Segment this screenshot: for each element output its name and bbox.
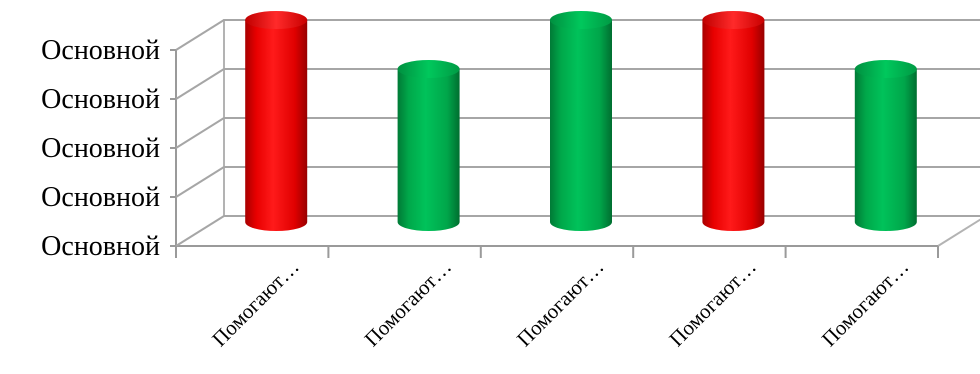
bar-body: [854, 69, 917, 231]
side-gridline: [175, 117, 225, 149]
y-axis-tick-labels: Основной Основной Основной Основной Основной: [41, 35, 160, 262]
x-tick-label: Помогают…: [664, 255, 761, 352]
bar: [245, 11, 308, 232]
bar-body: [397, 69, 460, 231]
x-tick-label: Помогают…: [512, 255, 609, 352]
x-axis-tick-labels: Помогают… Помогают… Помогают… Помогают… Помо…: [207, 255, 913, 352]
bar-top: [245, 11, 308, 29]
y-tick-label: Основной: [41, 35, 160, 66]
bar-top: [854, 60, 917, 78]
bar-body: [702, 20, 765, 231]
x-tick-label: Помогают…: [207, 255, 304, 352]
bar: [854, 60, 917, 231]
side-gridline: [175, 19, 225, 51]
x-tick-label: Помогают…: [817, 255, 914, 352]
y-tick-label: Основной: [41, 182, 160, 213]
y-tick-label: Основной: [41, 84, 160, 115]
floor-right-edge: [937, 218, 980, 247]
y-tick-label: Основной: [41, 231, 160, 262]
bars: [245, 11, 917, 232]
bar-top: [550, 11, 612, 29]
side-gridline: [175, 215, 225, 247]
bar-body: [245, 20, 308, 232]
side-gridline: [175, 68, 225, 100]
bar-top: [397, 60, 460, 78]
y-tick-label: Основной: [41, 133, 160, 164]
bar-body: [550, 20, 612, 231]
bar: [702, 11, 765, 231]
side-gridline: [175, 166, 225, 198]
bar: [397, 60, 460, 231]
bar: [550, 11, 612, 231]
bar-top: [702, 11, 765, 29]
x-tick-label: Помогают…: [360, 255, 457, 352]
